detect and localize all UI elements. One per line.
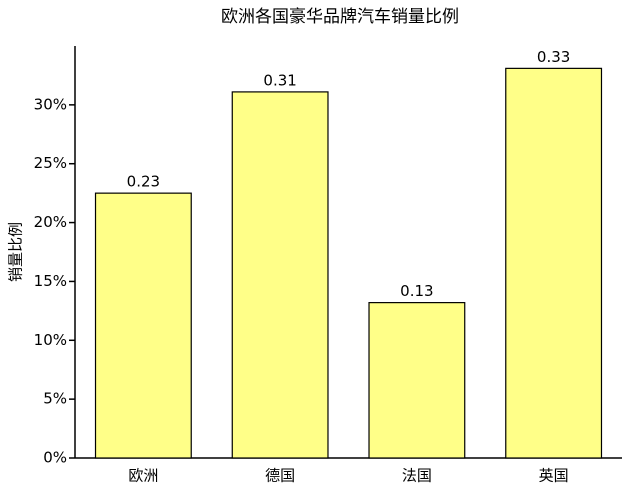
y-axis-label: 销量比例 xyxy=(7,222,25,282)
bar xyxy=(505,67,603,459)
y-tick-label: 30% xyxy=(34,95,67,113)
y-tick-label: 10% xyxy=(34,331,67,349)
x-tick-label: 欧洲 xyxy=(128,467,158,485)
y-tick-label: 25% xyxy=(34,154,67,172)
x-tick-label: 英国 xyxy=(539,467,569,485)
chart-title: 欧洲各国豪华品牌汽车销量比例 xyxy=(221,6,459,27)
bar xyxy=(368,302,466,459)
data-label: 0.31 xyxy=(263,71,296,89)
x-tick-label: 德国 xyxy=(265,467,295,485)
y-tick-label: 15% xyxy=(34,272,67,290)
data-label: 0.23 xyxy=(127,173,160,191)
y-tick-label: 5% xyxy=(43,390,67,408)
data-label: 0.13 xyxy=(400,282,433,300)
x-tick-label: 法国 xyxy=(402,467,432,485)
data-label: 0.33 xyxy=(537,48,570,66)
bar xyxy=(231,91,329,459)
y-tick-label: 0% xyxy=(43,449,67,467)
y-tick-label: 20% xyxy=(34,213,67,231)
bar xyxy=(94,192,192,459)
